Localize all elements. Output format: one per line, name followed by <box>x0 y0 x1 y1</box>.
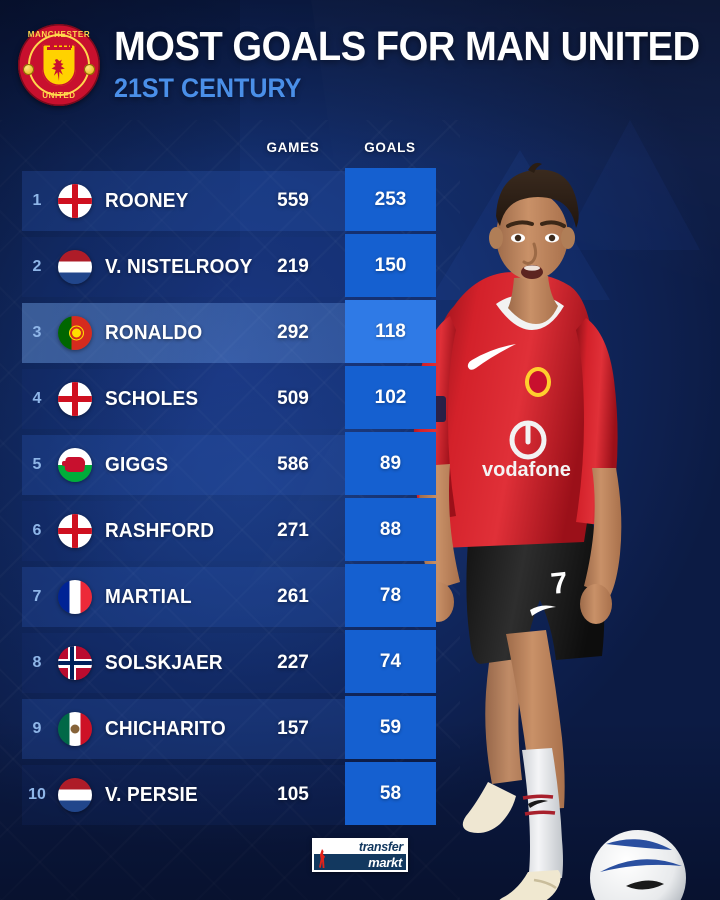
rank-number: 9 <box>32 720 42 737</box>
player-name: V. PERSIE <box>105 783 198 806</box>
flag-icon-netherlands <box>58 778 92 812</box>
goals-cell: 102 <box>345 366 436 429</box>
ranking-table: GAMES GOALS 253 1 ROONEY 559 150 2 V. NISTELRO… <box>0 138 460 828</box>
games-value: 509 <box>277 388 309 409</box>
flag-icon-mexico <box>58 712 92 746</box>
table-row[interactable]: 150 2 V. NISTELROOY 219 <box>0 234 460 300</box>
manchester-united-crest-icon: MANCHESTER UNITED <box>18 24 100 106</box>
crest-shield <box>42 44 76 86</box>
games-value: 586 <box>277 454 309 475</box>
table-row[interactable]: 74 8 SOLSKJAER 227 <box>0 630 460 696</box>
player-name: RASHFORD <box>105 519 215 542</box>
crest-bottom-text: UNITED <box>42 91 76 100</box>
flag-icon-norway <box>58 646 92 680</box>
goals-value: 150 <box>374 254 407 276</box>
table-row[interactable]: 89 5 GIGGS 586 <box>0 432 460 498</box>
goals-value: 78 <box>379 584 402 606</box>
table-row[interactable]: 253 1 ROONEY 559 <box>0 168 460 234</box>
header: MANCHESTER UNITED MOST GOALS FOR MAN UNI… <box>0 0 720 130</box>
rank-number: 6 <box>32 522 42 539</box>
goals-cell: 88 <box>345 498 436 561</box>
goals-value: 253 <box>374 188 407 210</box>
rank-number: 8 <box>32 654 42 671</box>
player-name: CHICHARITO <box>105 717 226 740</box>
goals-value: 89 <box>379 452 402 474</box>
goals-cell: 150 <box>345 234 436 297</box>
flag-icon-netherlands <box>58 250 92 284</box>
table-rows: 253 1 ROONEY 559 150 2 V. NISTELROOY 219 118 3 RON… <box>0 168 460 828</box>
flag-icon-portugal <box>58 316 92 350</box>
column-header-goals: GOALS <box>364 140 416 155</box>
crest-top-text: MANCHESTER <box>27 30 91 39</box>
table-row[interactable]: 102 4 SCHOLES 509 <box>0 366 460 432</box>
rank-number: 4 <box>32 390 42 407</box>
player-name: GIGGS <box>105 453 169 476</box>
games-value: 559 <box>277 190 309 211</box>
goals-cell: 78 <box>345 564 436 627</box>
player-name: MARTIAL <box>105 585 192 608</box>
table-column-headers: GAMES GOALS <box>0 138 460 168</box>
rank-number: 2 <box>32 258 42 275</box>
flag-icon-england <box>58 514 92 548</box>
games-value: 157 <box>277 718 309 739</box>
goals-cell: 89 <box>345 432 436 495</box>
crest-devil-icon <box>51 59 65 81</box>
player-name: V. NISTELROOY <box>105 255 253 278</box>
games-value: 105 <box>277 784 309 805</box>
transfermarkt-logo: transfer markt <box>312 838 408 872</box>
table-row[interactable]: 78 7 MARTIAL 261 <box>0 564 460 630</box>
games-value: 261 <box>277 586 309 607</box>
games-value: 227 <box>277 652 309 673</box>
goals-value: 102 <box>374 386 407 408</box>
flag-icon-france <box>58 580 92 614</box>
rank-number: 7 <box>32 588 42 605</box>
svg-text:vodafone: vodafone <box>482 459 571 481</box>
rank-number: 1 <box>32 192 42 209</box>
rank-number: 3 <box>32 324 42 341</box>
player-name: RONALDO <box>105 321 203 344</box>
page-subtitle: 21ST CENTURY <box>114 73 302 103</box>
flag-icon-england <box>58 184 92 218</box>
games-value: 219 <box>277 256 309 277</box>
transfermarkt-logo-bottom-text: markt <box>368 854 402 870</box>
goals-cell: 118 <box>345 300 436 363</box>
goals-cell: 74 <box>345 630 436 693</box>
crest-ball-right <box>84 64 95 75</box>
column-header-games: GAMES <box>266 140 320 155</box>
games-value: 292 <box>277 322 309 343</box>
table-row[interactable]: 118 3 RONALDO 292 <box>0 300 460 366</box>
goals-value: 88 <box>379 518 402 540</box>
transfermarkt-figure-icon <box>319 849 326 868</box>
page-title: MOST GOALS FOR MAN UNITED <box>114 23 700 69</box>
goals-value: 118 <box>375 320 406 342</box>
player-name: SOLSKJAER <box>105 651 223 674</box>
crest-ship-icon <box>47 44 72 56</box>
table-row[interactable]: 59 9 CHICHARITO 157 <box>0 696 460 762</box>
title-block: MOST GOALS FOR MAN UNITED 21ST CENTURY <box>114 22 720 102</box>
rank-number: 10 <box>28 786 46 803</box>
games-value: 271 <box>277 520 309 541</box>
rank-number: 5 <box>32 456 42 473</box>
crest-ball-left <box>23 64 34 75</box>
transfermarkt-logo-top: transfer <box>358 839 403 854</box>
goals-cell: 253 <box>345 168 436 231</box>
svg-text:7: 7 <box>549 566 569 601</box>
goals-cell: 59 <box>345 696 436 759</box>
flag-icon-wales <box>58 448 92 482</box>
table-row[interactable]: 88 6 RASHFORD 271 <box>0 498 460 564</box>
transfermarkt-logo-bottom: markt <box>314 849 406 870</box>
goals-value: 58 <box>379 782 402 804</box>
table-row[interactable]: 58 10 V. PERSIE 105 <box>0 762 460 828</box>
goals-value: 59 <box>379 716 402 738</box>
flag-icon-england <box>58 382 92 416</box>
goals-value: 74 <box>379 650 402 672</box>
player-name: ROONEY <box>105 189 189 212</box>
player-name: SCHOLES <box>105 387 199 410</box>
goals-cell: 58 <box>345 762 436 825</box>
